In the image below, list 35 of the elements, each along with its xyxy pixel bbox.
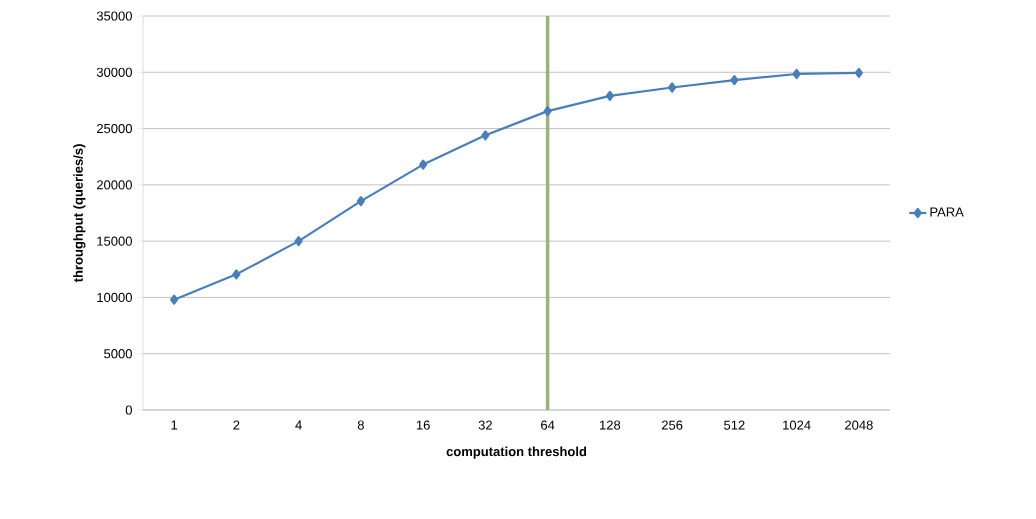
point	[543, 106, 552, 117]
point	[419, 159, 428, 170]
point	[668, 82, 677, 93]
x-tick-label: 16	[416, 420, 430, 430]
y-tick-label: 0	[125, 405, 132, 415]
y-axis-title: throughput (queries/s)	[73, 144, 86, 283]
x-tick-label: 512	[724, 420, 745, 430]
x-tick-label: 2048	[845, 420, 873, 430]
x-tick-label: 1024	[783, 420, 811, 430]
point	[481, 130, 490, 141]
x-tick-label: 2	[233, 420, 240, 430]
x-tick-label: 8	[357, 420, 364, 430]
y-tick-label: 30000	[96, 67, 132, 77]
x-tick-label: 4	[295, 420, 302, 430]
point	[605, 90, 614, 102]
x-tick-label: 1	[171, 420, 178, 430]
point	[356, 196, 365, 207]
point	[792, 68, 801, 80]
y-tick-label: 15000	[97, 236, 132, 246]
y-tick-label: 25000	[96, 123, 132, 134]
y-tick-label: 35000	[96, 11, 132, 21]
point	[170, 294, 179, 305]
point	[232, 269, 241, 280]
point	[854, 67, 863, 78]
x-tick-label: 256	[661, 420, 683, 430]
y-tick-label: 20000	[96, 180, 132, 190]
y-tick-label: 5000	[104, 349, 132, 359]
x-tick-label: 64	[541, 420, 555, 430]
x-tick-label: 32	[478, 420, 492, 430]
legend-label: PARA	[930, 207, 964, 217]
x-axis-title: computation threshold	[446, 446, 587, 459]
y-tick-label: 10000	[97, 292, 132, 303]
point	[730, 75, 739, 86]
point	[294, 236, 303, 247]
x-tick-label: 128	[600, 420, 621, 430]
